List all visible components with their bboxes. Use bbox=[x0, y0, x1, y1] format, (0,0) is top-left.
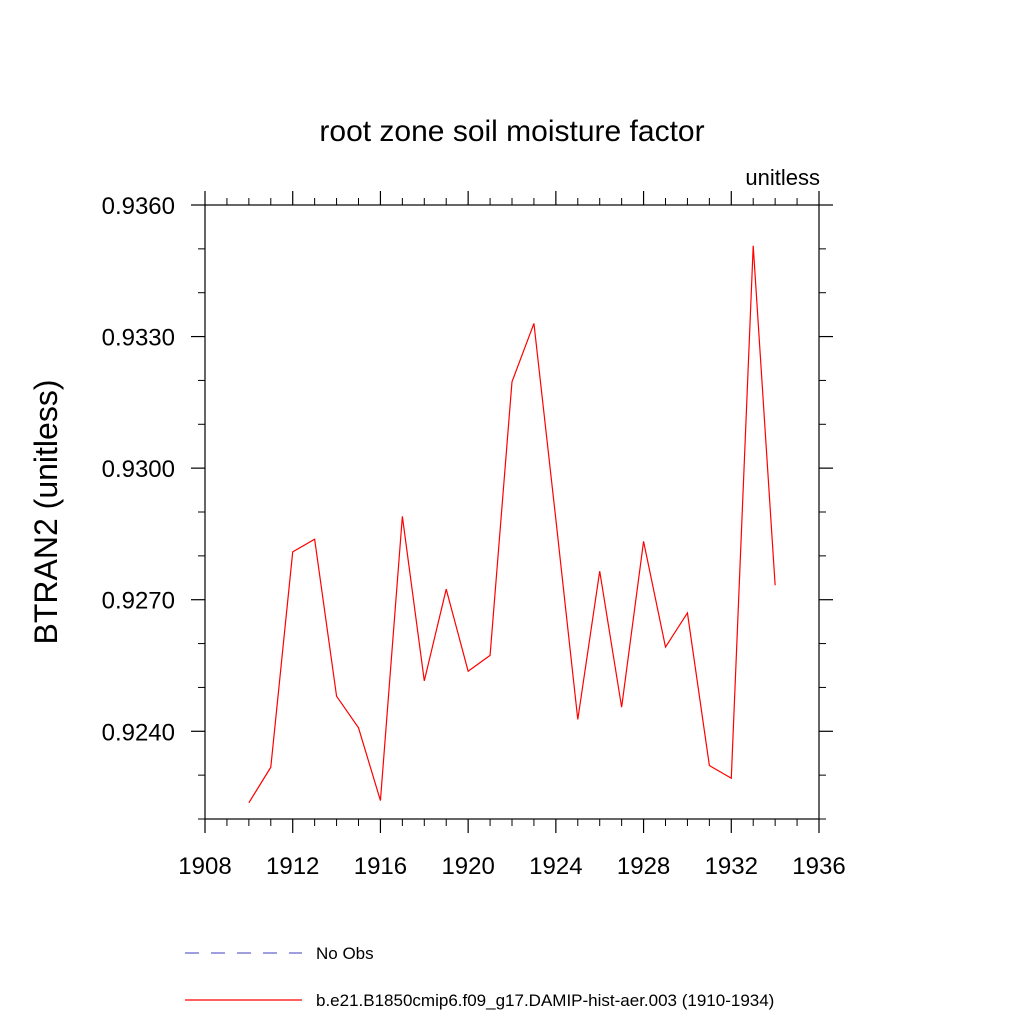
units-label: unitless bbox=[745, 165, 820, 190]
y-axis-label: BTRAN2 (unitless) bbox=[28, 380, 64, 645]
x-tick-label: 1920 bbox=[441, 853, 494, 880]
x-tick-label: 1936 bbox=[792, 853, 845, 880]
x-tick-label: 1916 bbox=[354, 853, 407, 880]
y-tick-label: 0.9270 bbox=[102, 588, 175, 615]
plot-frame bbox=[204, 204, 820, 820]
legend-label-model: b.e21.B1850cmip6.f09_g17.DAMIP-hist-aer.… bbox=[316, 991, 774, 1010]
x-tick-label: 1932 bbox=[705, 853, 758, 880]
y-tick-label: 0.9330 bbox=[102, 325, 175, 352]
y-tick-label: 0.9240 bbox=[102, 719, 175, 746]
x-tick-label: 1924 bbox=[529, 853, 582, 880]
series-line bbox=[248, 245, 776, 804]
tick-labels: 1908 1912 1916 1920 1924 1928 1932 1936 0.9240 0.… bbox=[102, 193, 846, 880]
legend-label-no-obs: No Obs bbox=[316, 944, 374, 963]
y-tick-label: 0.9360 bbox=[102, 193, 175, 220]
x-tick-label: 1912 bbox=[266, 853, 319, 880]
y-tick-label: 0.9300 bbox=[102, 456, 175, 483]
legend: No Obs b.e21.B1850cmip6.f09_g17.DAMIP-hi… bbox=[185, 944, 774, 1010]
axis-ticks bbox=[191, 191, 833, 833]
x-tick-label: 1928 bbox=[617, 853, 670, 880]
chart-title: root zone soil moisture factor bbox=[319, 115, 704, 148]
series-layer bbox=[248, 245, 776, 804]
x-tick-label: 1908 bbox=[178, 853, 231, 880]
